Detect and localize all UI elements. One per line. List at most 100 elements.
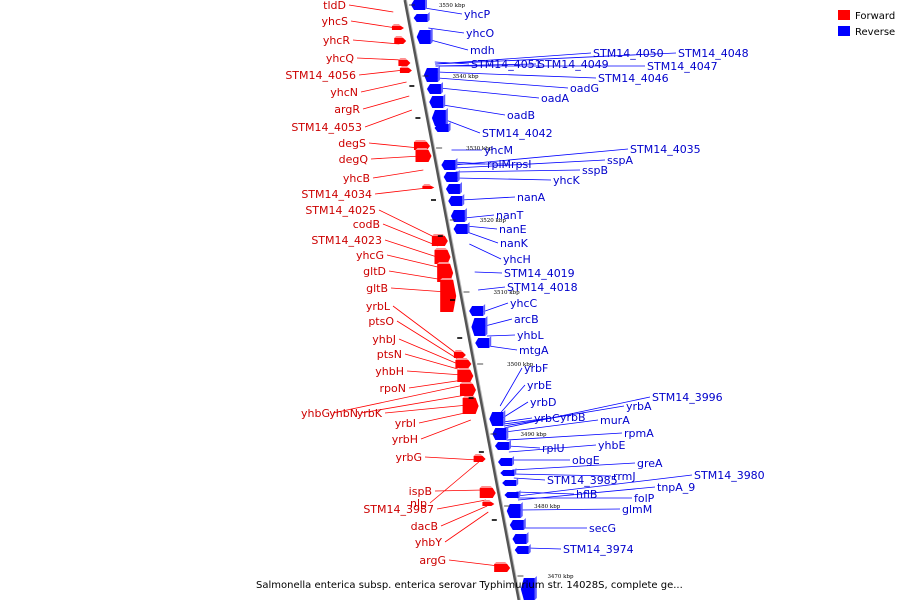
gene-label-gltd: gltD <box>363 265 386 278</box>
leader-line-reverse <box>486 334 516 337</box>
gene-label-hflb: hflB <box>576 488 597 501</box>
reverse-gene-feature <box>475 336 492 348</box>
legend: Forward Reverse <box>838 10 895 38</box>
gene-label-stm14-4056: STM14_4056 <box>285 69 356 82</box>
leader-line-reverse <box>504 396 651 429</box>
leader-line-forward <box>388 270 445 281</box>
tick-label: 3470 kbp <box>547 574 574 580</box>
gene-label-yhck: yhcK <box>553 174 581 187</box>
reverse-gene-feature <box>492 426 509 440</box>
forward-gene-feature <box>415 148 432 162</box>
leader-line-forward <box>434 489 485 492</box>
gene-label-stm14-3974: STM14_3974 <box>563 543 634 556</box>
forward-gene-feature <box>398 58 411 66</box>
gene-label-nant: nanT <box>496 209 524 222</box>
gene-label-gltb: gltB <box>366 282 388 295</box>
gene-label-nlp: nlp <box>410 497 427 510</box>
leader-line-forward <box>406 370 463 376</box>
leader-line-reverse <box>445 119 481 134</box>
leader-line-reverse <box>506 432 623 441</box>
reverse-gene-feature <box>506 502 523 518</box>
reverse-gene-feature <box>416 28 433 44</box>
tick-label: 3510 kbp <box>493 290 520 296</box>
leader-line-reverse <box>460 196 516 201</box>
gene-label-stm14-4048: STM14_4048 <box>678 47 749 60</box>
legend-forward-label: Forward <box>855 11 895 22</box>
gene-label-stm14-4053: STM14_4053 <box>291 121 362 134</box>
gene-label-rplm: rplM <box>487 158 511 171</box>
forward-gene-feature <box>440 278 457 312</box>
leader-line-reverse <box>508 444 597 453</box>
gene-label-yhcr: yhcR <box>323 34 351 47</box>
leader-line-reverse <box>437 77 569 89</box>
tick-label: 3550 kbp <box>439 3 466 9</box>
legend-reverse-label: Reverse <box>855 27 895 38</box>
reverse-gene-feature <box>489 410 506 426</box>
gene-label-stm14-3987: STM14_3987 <box>363 503 434 516</box>
gene-label-yrba: yrbA <box>626 400 652 413</box>
leader-line-forward <box>332 384 465 414</box>
leader-line-forward <box>350 20 397 29</box>
gene-label-tldd: tldD <box>323 0 346 12</box>
reverse-gene-feature <box>445 182 462 194</box>
leader-line-reverse <box>478 286 506 291</box>
map-caption: Salmonella enterica subsp. enterica sero… <box>256 580 683 591</box>
gene-label-oadb: oadB <box>507 109 535 122</box>
gene-label-oada: oadA <box>541 92 569 105</box>
tick-label: 3480 kbp <box>534 504 561 510</box>
leader-line-reverse <box>499 367 523 407</box>
reverse-gene-feature <box>443 170 460 182</box>
leader-line-forward <box>448 559 499 567</box>
leader-line-reverse <box>474 271 503 274</box>
gene-label-yrbb: yrbB <box>560 411 586 424</box>
gene-label-stm14-4023: STM14_4023 <box>311 234 382 247</box>
gene-label-yhcm: yhcM <box>484 144 513 157</box>
gene-label-mtga: mtgA <box>519 344 549 357</box>
reverse-gene-feature <box>431 108 448 126</box>
gene-label-yhcp: yhcP <box>464 8 491 21</box>
leader-lines <box>332 4 693 567</box>
leader-line-reverse <box>505 419 599 433</box>
reverse-gene-feature <box>504 490 521 498</box>
gene-label-stm14-3980: STM14_3980 <box>694 469 765 482</box>
forward-gene-feature <box>494 562 511 572</box>
gene-label-yhcq: yhcQ <box>326 52 355 65</box>
leader-line-forward <box>424 456 479 461</box>
reverse-gene-feature <box>498 456 515 466</box>
legend-forward-swatch <box>838 10 850 20</box>
leader-line-reverse <box>488 345 518 351</box>
tick-label: 3500 kbp <box>507 362 534 368</box>
forward-gene-feature <box>391 24 404 30</box>
gene-label-tnpa-9: tnpA_9 <box>657 481 695 494</box>
gene-label-yhbg: yhbG <box>301 407 330 420</box>
gene-label-ptsn: ptsN <box>377 348 402 361</box>
reverse-gene-feature <box>512 532 529 544</box>
leader-line-reverse <box>517 486 656 501</box>
reverse-gene-feature <box>494 440 511 450</box>
leader-line-forward <box>392 305 459 356</box>
gene-label-stm14-4051: STM14_4051 <box>471 58 542 71</box>
gene-label-grea: greA <box>637 457 663 470</box>
gene-label-mdh: mdh <box>470 44 495 57</box>
reverse-gene-feature <box>448 194 465 206</box>
gene-label-stm14-3985: STM14_3985 <box>547 474 618 487</box>
leader-line-reverse <box>435 52 592 65</box>
forward-gene-feature <box>455 358 472 368</box>
leader-line-reverse <box>517 474 693 497</box>
tick-label: 3490 kbp <box>520 432 547 438</box>
gene-label-obge: obgE <box>572 454 600 467</box>
gene-label-rpon: rpoN <box>380 382 406 395</box>
leader-line-forward <box>386 254 443 269</box>
reverse-gene-feature <box>500 468 517 476</box>
gene-label-yhcc: yhcC <box>510 297 538 310</box>
gene-label-stm14-4025: STM14_4025 <box>305 204 376 217</box>
gene-label-argg: argG <box>419 554 446 567</box>
gene-label-yrbh: yrbH <box>392 433 418 446</box>
gene-label-stm14-4035: STM14_4035 <box>630 143 701 156</box>
gene-label-rpsi: rpsI <box>511 158 531 171</box>
gene-label-rpma: rpmA <box>624 427 654 440</box>
leader-line-reverse <box>482 302 509 313</box>
leader-line-forward <box>358 69 405 76</box>
leader-line-reverse <box>484 318 513 327</box>
gene-label-argr: argR <box>334 103 360 116</box>
